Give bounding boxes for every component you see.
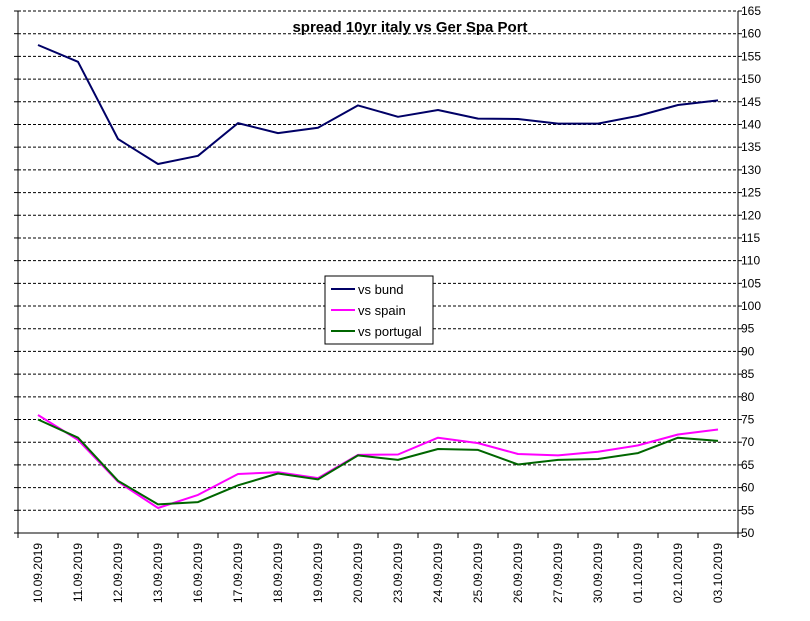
- y-tick-label: 105: [741, 276, 761, 290]
- y-tick-label: 80: [741, 390, 755, 404]
- y-tick-label: 90: [741, 344, 755, 358]
- y-tick-label: 160: [741, 27, 761, 41]
- x-tick-label: 26.09.2019: [511, 543, 525, 603]
- x-tick-label: 20.09.2019: [351, 543, 365, 603]
- series-line: [37, 44, 719, 165]
- x-tick-label: 03.10.2019: [711, 543, 725, 603]
- x-tick-label: 19.09.2019: [311, 543, 325, 603]
- axes: [14, 10, 742, 538]
- x-tick-label: 16.09.2019: [191, 543, 205, 603]
- x-tick-label: 27.09.2019: [551, 543, 565, 603]
- y-tick-label: 155: [741, 49, 761, 63]
- x-tick-label: 17.09.2019: [231, 543, 245, 603]
- y-tick-label: 110: [741, 254, 760, 268]
- y-tick-labels: 50 55 60 65 70 75 80 85 90 95 100 105 110 115 120 125 13…: [741, 4, 761, 540]
- y-tick-label: 150: [741, 72, 761, 86]
- y-tick-label: 50: [741, 526, 755, 540]
- y-tick-label: 65: [741, 458, 755, 472]
- series-lines: [37, 44, 719, 509]
- x-tick-label: 13.09.2019: [151, 543, 165, 603]
- x-tick-label: 02.10.2019: [671, 543, 685, 603]
- series-line: [37, 418, 719, 506]
- y-tick-label: 75: [741, 413, 755, 427]
- y-tick-label: 95: [741, 322, 755, 336]
- legend-label: vs portugal: [358, 324, 422, 339]
- y-tick-label: 70: [741, 435, 755, 449]
- x-tick-label: 11.09.2019: [71, 543, 85, 602]
- y-tick-label: 165: [741, 4, 761, 18]
- y-tick-label: 115: [741, 231, 760, 245]
- x-tick-label: 24.09.2019: [431, 543, 445, 603]
- y-tick-label: 55: [741, 503, 755, 517]
- y-tick-label: 125: [741, 186, 761, 200]
- x-tick-label: 18.09.2019: [271, 543, 285, 603]
- x-tick-labels: 10.09.2019 11.09.2019 12.09.2019 13.09.2019…: [31, 543, 725, 603]
- legend-label: vs bund: [358, 282, 404, 297]
- y-tick-label: 140: [741, 117, 761, 131]
- series-line: [37, 414, 719, 509]
- x-tick-label: 12.09.2019: [111, 543, 125, 603]
- legend-label: vs spain: [358, 303, 406, 318]
- x-tick-label: 10.09.2019: [31, 543, 45, 603]
- x-tick-label: 30.09.2019: [591, 543, 605, 603]
- y-tick-label: 145: [741, 95, 761, 109]
- chart-title: spread 10yr italy vs Ger Spa Port: [292, 19, 527, 36]
- legend: vs bund vs spain vs portugal: [324, 275, 434, 345]
- y-tick-label: 135: [741, 140, 761, 154]
- grid-lines: [18, 10, 738, 511]
- x-tick-label: 25.09.2019: [471, 543, 485, 603]
- y-tick-label: 120: [741, 208, 761, 222]
- x-tick-label: 23.09.2019: [391, 543, 405, 603]
- y-tick-label: 130: [741, 163, 761, 177]
- y-tick-label: 100: [741, 299, 761, 313]
- x-tick-label: 01.10.2019: [631, 543, 645, 603]
- y-tick-label: 85: [741, 367, 755, 381]
- y-tick-label: 60: [741, 481, 755, 495]
